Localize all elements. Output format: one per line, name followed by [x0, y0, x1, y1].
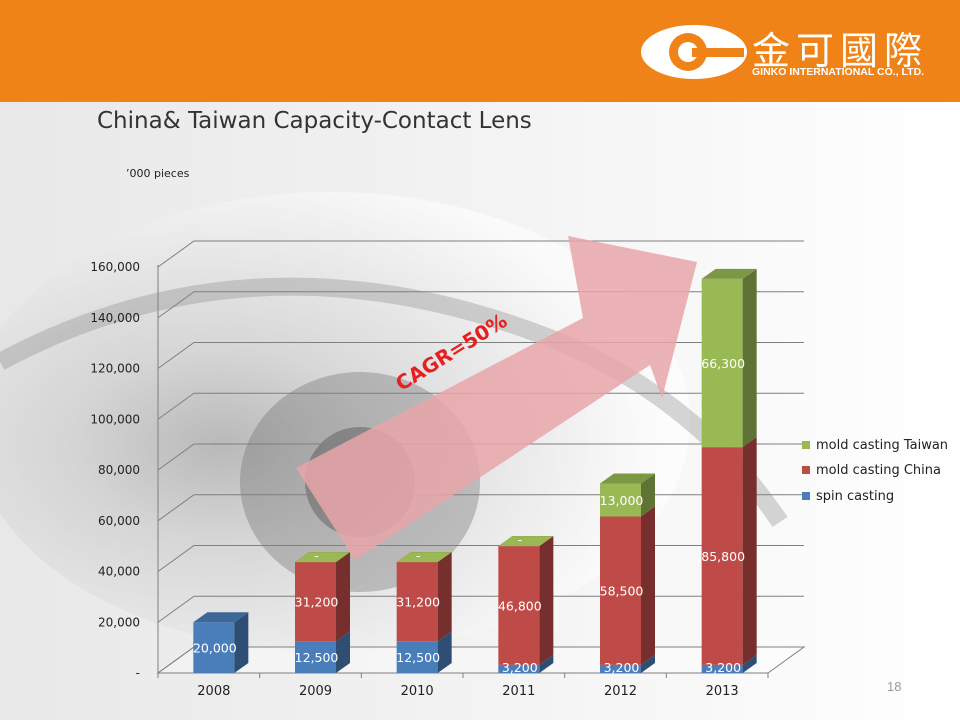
bar-side [437, 631, 452, 673]
bar-side [539, 536, 554, 665]
y-tick-label: 40,000 [98, 565, 140, 579]
bar-side [641, 506, 655, 665]
bar-side [234, 612, 249, 673]
company-name-english: GINKO INTERNATIONAL CO., LTD. [752, 66, 925, 78]
bar-segment [701, 447, 743, 665]
bar-segment [701, 664, 743, 673]
unit-label: ’000 pieces [126, 167, 190, 180]
data-label: 3,200 [604, 660, 640, 675]
bar-side [437, 552, 452, 642]
data-label: 85,800 [701, 549, 745, 564]
bar-top [498, 536, 554, 547]
bar-side [641, 473, 655, 517]
legend-item-spin-casting: spin casting [802, 487, 894, 505]
x-tick-label: 2013 [706, 684, 739, 699]
y-tick-label: 120,000 [90, 362, 140, 376]
bar-side [742, 654, 757, 673]
ginko-logo-icon [641, 25, 747, 79]
growth-arrow-icon [296, 236, 697, 560]
data-label: 46,800 [498, 599, 542, 614]
bar-segment [396, 641, 438, 673]
y-tick-label: 140,000 [90, 311, 140, 325]
x-tick-label: 2010 [401, 684, 434, 699]
x-tick-label: 2008 [197, 684, 230, 699]
x-tick-label: 2009 [299, 684, 332, 699]
slide-title: China& Taiwan Capacity-Contact Lens [97, 108, 532, 134]
data-label: 12,500 [396, 650, 440, 665]
x-tick-label: 2011 [502, 684, 535, 699]
data-label: 31,200 [295, 595, 339, 610]
data-label: 13,000 [600, 493, 644, 508]
legend-swatch [802, 441, 810, 449]
company-name-chinese: 金可國際 [752, 29, 929, 73]
bar-side [742, 268, 757, 448]
legend-item-mold-casting-taiwan: mold casting Taiwan [802, 436, 948, 454]
bar-segment [498, 664, 540, 673]
legend-swatch [802, 466, 810, 474]
legend-swatch [802, 492, 810, 500]
bar-segment [498, 546, 540, 665]
bar-segment [600, 483, 641, 517]
data-label: 3,200 [502, 660, 538, 675]
data-label: 66,300 [701, 356, 745, 371]
data-label: - [416, 548, 421, 563]
legend-label: spin casting [816, 488, 895, 504]
data-label: 12,500 [295, 650, 339, 665]
data-label: 20,000 [193, 641, 237, 656]
bar-side [336, 631, 350, 673]
bar-segment [295, 641, 336, 673]
y-tick-label: 160,000 [90, 260, 140, 274]
page-number: 18 [887, 679, 902, 694]
legend-label: mold casting Taiwan [816, 437, 949, 453]
x-tick-label: 2012 [604, 684, 637, 699]
bar-side [742, 437, 757, 665]
data-label: - [518, 532, 523, 547]
bar-segment [600, 516, 641, 665]
header-banner [0, 0, 960, 102]
grid-line [157, 443, 804, 471]
y-tick-label: - [136, 666, 140, 680]
y-tick-label: 100,000 [90, 412, 140, 426]
grid-line [157, 240, 804, 268]
bar-side [539, 654, 554, 673]
bar-segment [600, 664, 641, 673]
y-tick-label: 60,000 [98, 514, 140, 528]
legend-item-mold-casting-china: mold casting China [802, 461, 941, 479]
bar-top [193, 612, 249, 623]
data-label: 58,500 [600, 584, 644, 599]
bar-segment [396, 562, 438, 642]
bar-side [336, 552, 350, 642]
bar-top [396, 552, 452, 563]
data-label: 3,200 [705, 660, 741, 675]
legend-label: mold casting China [816, 462, 941, 478]
bar-top [600, 473, 655, 484]
bar-top [295, 552, 350, 563]
bar-side [641, 654, 655, 673]
bar-top [701, 268, 757, 279]
y-tick-label: 20,000 [98, 615, 140, 629]
data-label: 31,200 [396, 595, 440, 610]
bar-segment [701, 278, 743, 448]
y-tick-label: 80,000 [98, 463, 140, 477]
bar-segment [295, 562, 336, 642]
data-label: - [314, 548, 319, 563]
bar-segment [193, 622, 235, 673]
